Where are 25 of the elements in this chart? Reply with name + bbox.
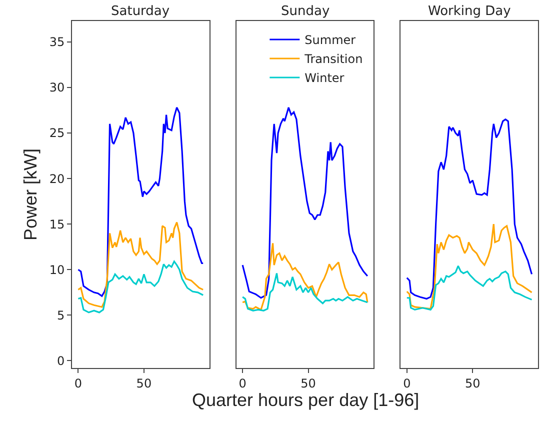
x-tick-label: 50 — [136, 376, 152, 390]
y-axis-title: Power [kW] — [20, 148, 40, 240]
x-tick-label: 0 — [74, 376, 82, 390]
chart-title: Working Day — [428, 4, 512, 19]
chart-title: Sunday — [281, 4, 330, 19]
y-tick-label: 30 — [49, 80, 65, 95]
x-tick-label: 50 — [464, 376, 480, 390]
chart-title: Saturday — [111, 4, 170, 19]
y-tick-label: 35 — [49, 35, 65, 50]
x-tick-label: 0 — [403, 376, 411, 390]
line-series — [77, 106, 204, 297]
legend-label: Summer — [304, 33, 356, 48]
x-tick-label: 0 — [238, 376, 246, 390]
legend-label: Transition — [304, 52, 363, 66]
y-tick-label: 5 — [56, 308, 65, 322]
y-tick-label: 0 — [56, 354, 65, 368]
legend-label: Winter — [304, 71, 344, 86]
y-tick-label: 20 — [49, 172, 65, 186]
y-tick-label: 10 — [49, 262, 65, 277]
x-tick-label: 50 — [300, 376, 316, 390]
line-series — [77, 221, 204, 308]
line-series — [77, 260, 204, 314]
x-axis-title: Quarter hours per day [1-96] — [192, 390, 420, 410]
y-tick-label: 15 — [49, 217, 65, 232]
y-tick-label: 25 — [49, 126, 65, 140]
